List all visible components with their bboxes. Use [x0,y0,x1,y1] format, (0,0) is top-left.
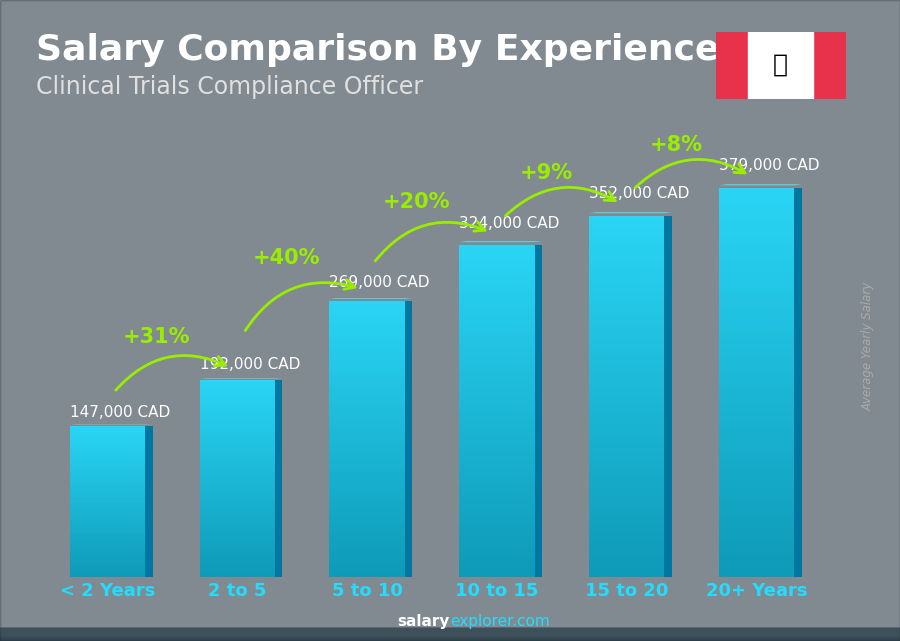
Text: +9%: +9% [519,163,572,183]
Text: +20%: +20% [382,192,450,212]
Text: salary: salary [398,615,450,629]
Text: Salary Comparison By Experience: Salary Comparison By Experience [36,33,719,67]
Text: 192,000 CAD: 192,000 CAD [200,357,300,372]
Text: 🍁: 🍁 [773,53,788,77]
Text: Average Yearly Salary: Average Yearly Salary [862,281,875,411]
Polygon shape [405,301,412,577]
Text: 379,000 CAD: 379,000 CAD [719,158,819,172]
Text: explorer.com: explorer.com [450,615,550,629]
Text: 269,000 CAD: 269,000 CAD [329,275,430,290]
Polygon shape [274,380,283,577]
Polygon shape [590,212,672,213]
Polygon shape [794,188,802,577]
Polygon shape [329,298,412,299]
Polygon shape [716,32,748,99]
Polygon shape [535,245,542,577]
Polygon shape [664,216,672,577]
Text: +31%: +31% [123,327,191,347]
Polygon shape [814,32,846,99]
Polygon shape [748,32,814,99]
Text: 352,000 CAD: 352,000 CAD [590,187,689,201]
Text: +40%: +40% [253,248,320,268]
Text: 324,000 CAD: 324,000 CAD [459,216,560,231]
Text: +8%: +8% [650,135,703,155]
Polygon shape [145,426,153,577]
Polygon shape [459,241,542,242]
Text: 147,000 CAD: 147,000 CAD [70,405,170,420]
Text: Clinical Trials Compliance Officer: Clinical Trials Compliance Officer [36,76,423,99]
